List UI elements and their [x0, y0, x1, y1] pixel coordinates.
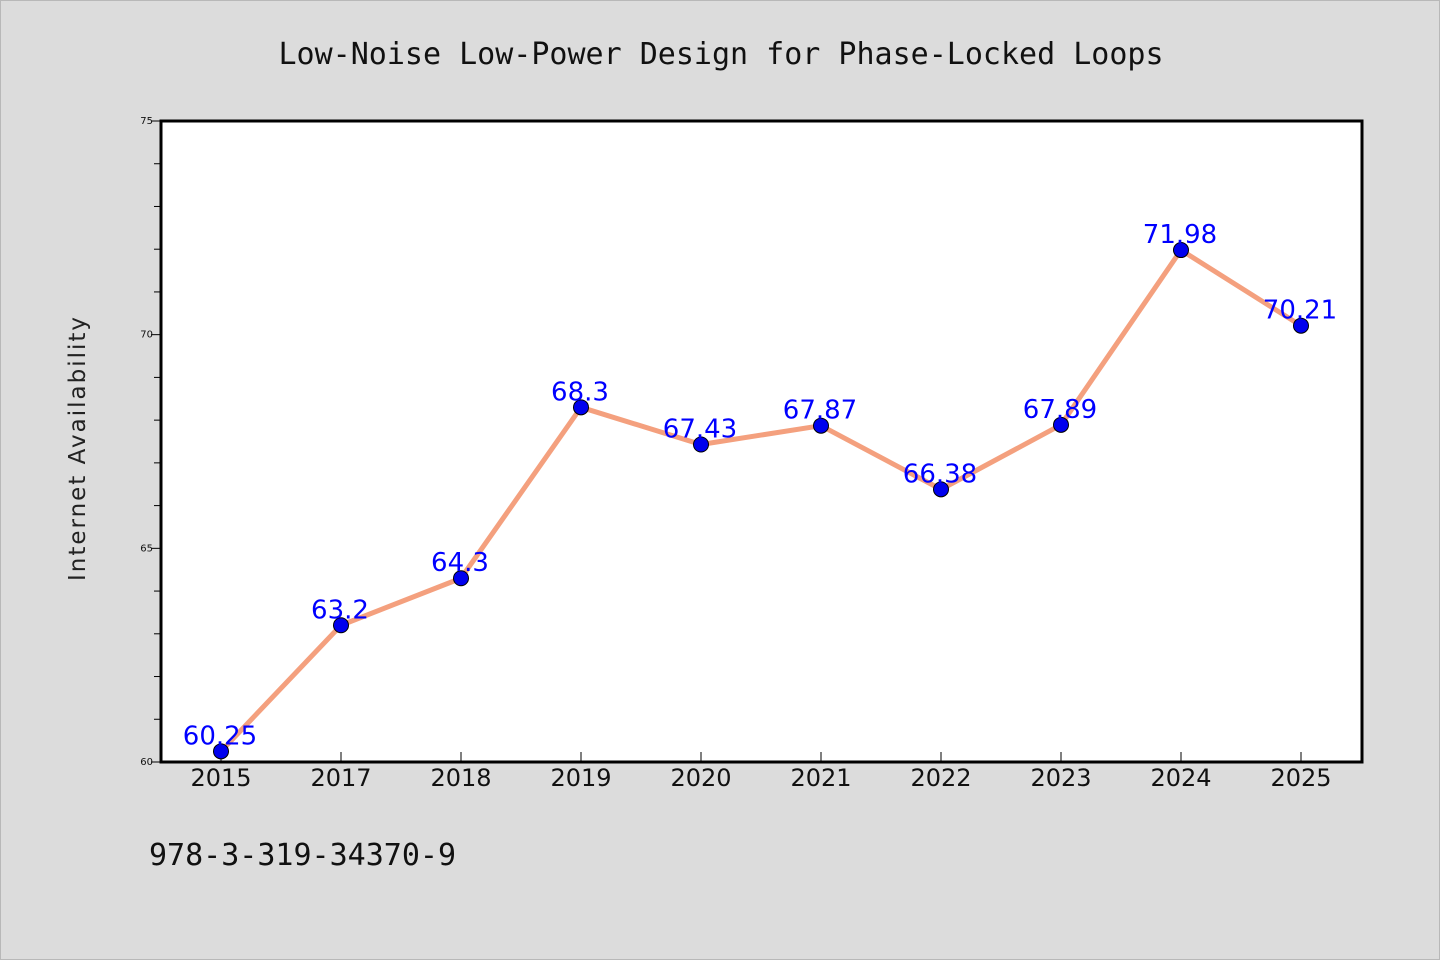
y-tick-labels: 60 65 70 75 — [140, 116, 153, 768]
x-tick-labels: 2015 2017 2018 2019 2020 2021 2022 2023 2024 2025 — [190, 764, 1331, 792]
data-label: 67.43 — [663, 414, 737, 444]
data-point — [453, 570, 469, 587]
data-point — [1173, 242, 1189, 259]
x-tick-label: 2023 — [1030, 764, 1091, 792]
x-tick-label: 2019 — [550, 764, 611, 792]
x-tick-label: 2025 — [1270, 764, 1331, 792]
y-tick-label: 70 — [140, 330, 153, 341]
data-label: 66.38 — [903, 459, 977, 489]
y-axis-label: Internet Availability — [65, 315, 91, 581]
data-label: 68.3 — [551, 377, 609, 407]
isbn-footnote: 978-3-319-34370-9 — [149, 838, 456, 873]
data-markers — [213, 242, 1309, 760]
x-tick-label: 2015 — [190, 764, 251, 792]
x-tick-label: 2018 — [430, 764, 491, 792]
data-point — [1293, 317, 1309, 334]
y-major-ticks — [151, 120, 161, 763]
data-label: 64.3 — [431, 548, 489, 578]
data-point — [333, 617, 349, 634]
y-tick-label: 75 — [140, 116, 153, 127]
x-tick-label: 2024 — [1150, 764, 1211, 792]
series-line — [218, 247, 1304, 754]
data-label: 67.89 — [1023, 395, 1097, 425]
data-label: 60.25 — [183, 721, 257, 751]
data-label: 71.98 — [1143, 220, 1217, 250]
x-tick-label: 2021 — [790, 764, 851, 792]
data-labels: 60.25 63.2 64.3 68.3 67.43 67.87 66.38 67.89 71.… — [183, 220, 1337, 751]
plot-frame — [159, 119, 1364, 764]
x-tick-label: 2022 — [910, 764, 971, 792]
x-tick-label: 2017 — [310, 764, 371, 792]
data-point — [933, 481, 949, 498]
data-point — [813, 417, 829, 434]
y-tick-label: 60 — [140, 757, 153, 768]
chart-title: Low-Noise Low-Power Design for Phase-Loc… — [278, 37, 1163, 72]
data-label: 67.87 — [783, 396, 857, 426]
data-point — [573, 399, 589, 416]
plot-area — [161, 121, 1362, 762]
data-point — [213, 743, 229, 760]
x-tick-label: 2020 — [670, 764, 731, 792]
data-point — [1053, 416, 1069, 433]
data-label: 70.21 — [1263, 296, 1337, 326]
y-tick-label: 65 — [140, 543, 153, 554]
data-point — [693, 436, 709, 453]
data-label: 63.2 — [311, 595, 369, 625]
